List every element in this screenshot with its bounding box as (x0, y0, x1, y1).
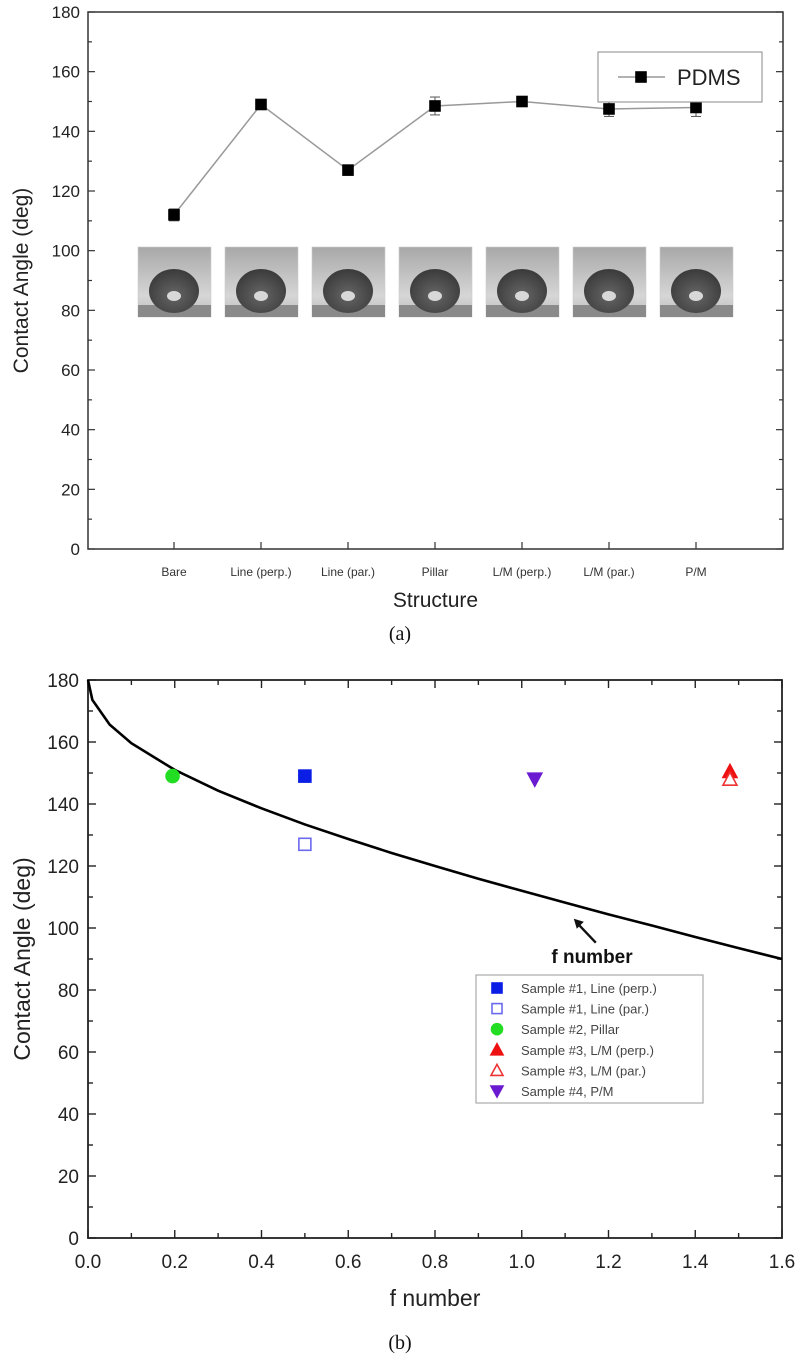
x-tick-label: 0.2 (162, 1252, 188, 1273)
y-tick-label: 120 (52, 182, 80, 201)
annotation-label: f number (551, 947, 633, 968)
droplet-highlight (167, 291, 181, 301)
x-tick-label: P/M (685, 565, 706, 579)
y-tick-label: 20 (58, 1167, 79, 1188)
data-point (526, 772, 544, 788)
data-point-pdms (516, 95, 528, 108)
y-tick-label: 180 (47, 671, 79, 692)
plot-frame (87, 679, 783, 1239)
droplet-image (137, 246, 212, 318)
x-tick-label: 1.2 (595, 1252, 621, 1273)
data-point-pdms (168, 209, 180, 221)
x-tick-label: Line (perp.) (230, 565, 291, 579)
legend-label: Sample #1, Line (perp.) (521, 981, 657, 996)
droplet-highlight (515, 291, 529, 301)
series-line-pdms (173, 100, 697, 216)
y-tick-label: 40 (61, 421, 80, 440)
x-tick-label: 1.6 (769, 1252, 795, 1273)
legend-marker (489, 1085, 505, 1099)
y-tick-label: 180 (52, 3, 80, 22)
legend-label: PDMS (677, 65, 741, 90)
x-tick-label: 0.8 (422, 1252, 448, 1273)
legend-label: Sample #1, Line (par.) (521, 1002, 649, 1017)
x-tick-label: 1.0 (509, 1252, 535, 1273)
droplet-highlight (341, 291, 355, 301)
panel-label-b: (b) (388, 1332, 411, 1354)
x-tick-label: 0.6 (335, 1252, 361, 1273)
legend-label: Sample #2, Pillar (521, 1022, 620, 1037)
data-point (298, 769, 312, 783)
data-point-pdms (429, 100, 441, 112)
legend-marker (489, 1042, 505, 1056)
data-point-pdms (690, 101, 702, 114)
x-tick-label: 0.4 (248, 1252, 275, 1273)
legend-label: Sample #3, L/M (par.) (521, 1063, 646, 1078)
chart-a-contact-angle-vs-structure: 0 20 40 60 80 100 120 140 160 180 Bare Line (perp.)… (10, 3, 784, 612)
droplet-highlight (689, 291, 703, 301)
legend-marker (489, 1062, 505, 1077)
y-tick-label: 120 (47, 857, 79, 878)
x-axis-title: f number (390, 1285, 481, 1311)
data-point-pdms (255, 98, 267, 111)
annotation-arrow-shaft (575, 921, 597, 944)
x-tick-label: L/M (perp.) (493, 565, 552, 579)
droplet-image (485, 246, 560, 318)
x-tick-label: Line (par.) (321, 565, 375, 579)
y-tick-label: 140 (47, 795, 79, 816)
x-tick-label: Bare (161, 565, 187, 579)
x-tick-label: 1.4 (682, 1252, 709, 1273)
panel-label-a: (a) (389, 623, 411, 645)
legend-label: Sample #4, P/M (521, 1084, 614, 1099)
x-tick-label: L/M (par.) (583, 565, 634, 579)
droplet-highlight (428, 291, 442, 301)
y-tick-label: 0 (68, 1229, 79, 1250)
legend-marker (490, 1022, 504, 1036)
y-tick-label: 100 (47, 919, 79, 940)
droplet-image (398, 246, 473, 318)
model-curve (86, 679, 783, 961)
legend-marker (491, 1002, 503, 1015)
droplet-highlight (254, 291, 268, 301)
data-point (165, 768, 180, 784)
y-tick-label: 100 (52, 242, 80, 261)
data-point-pdms (603, 103, 615, 115)
data-point (721, 770, 739, 787)
annotation-arrowhead (573, 918, 584, 929)
legend-marker (491, 982, 503, 994)
y-tick-label: 80 (61, 301, 80, 320)
y-tick-label: 60 (61, 361, 80, 380)
droplet-image (572, 246, 647, 318)
droplet-image (659, 246, 734, 318)
data-point (298, 837, 312, 852)
y-axis-title: Contact Angle (deg) (10, 188, 33, 374)
y-tick-label: 160 (52, 63, 80, 82)
legend-marker (635, 71, 647, 83)
droplet-image (224, 246, 299, 318)
legend: PDMS (597, 51, 763, 103)
droplet-highlight (602, 291, 616, 301)
y-axis-title: Contact Angle (deg) (9, 857, 35, 1060)
y-tick-label: 140 (52, 122, 80, 141)
y-tick-label: 20 (61, 480, 80, 499)
chart-b-contact-angle-vs-f-number: 0 20 40 60 80 100 120 140 160 180 0.0 0.2 0.4 0.6 0.8 1… (9, 671, 795, 1311)
x-tick-label: 0.0 (75, 1252, 101, 1273)
data-point-pdms (342, 164, 354, 176)
x-axis-title: Structure (393, 589, 478, 612)
y-tick-label: 60 (58, 1043, 79, 1064)
y-tick-label: 0 (71, 540, 80, 559)
legend: Sample #1, Line (perp.) Sample #1, Line (… (475, 974, 704, 1104)
y-tick-label: 160 (47, 733, 79, 754)
droplet-image (311, 246, 386, 318)
y-tick-label: 40 (58, 1105, 79, 1126)
legend-box (475, 974, 704, 1104)
x-tick-label: Pillar (422, 565, 449, 579)
y-tick-label: 80 (58, 981, 79, 1002)
legend-label: Sample #3, L/M (perp.) (521, 1043, 654, 1058)
